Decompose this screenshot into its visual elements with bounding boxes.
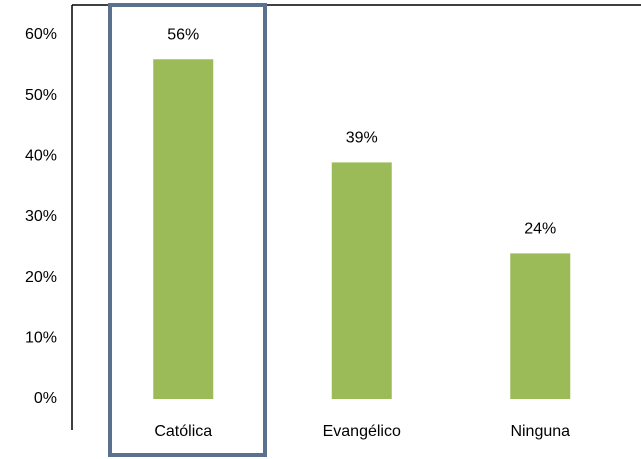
x-tick-label: Ninguna (510, 423, 570, 440)
value-label: 56% (167, 26, 199, 43)
y-tick-label: 50% (25, 87, 57, 104)
y-tick-label: 40% (25, 148, 57, 165)
bar (153, 59, 214, 400)
bar (510, 253, 571, 399)
x-tick-label: Católica (154, 423, 212, 440)
value-label: 24% (524, 221, 556, 238)
bar (331, 162, 392, 399)
y-tick-label: 10% (25, 330, 57, 347)
y-tick-label: 30% (25, 208, 57, 225)
highlight-box (108, 3, 267, 457)
y-tick-label: 20% (25, 269, 57, 286)
y-tick-label: 60% (25, 26, 57, 43)
x-tick-label: Evangélico (323, 423, 401, 440)
value-label: 39% (346, 130, 378, 147)
y-tick-label: 0% (34, 390, 57, 407)
